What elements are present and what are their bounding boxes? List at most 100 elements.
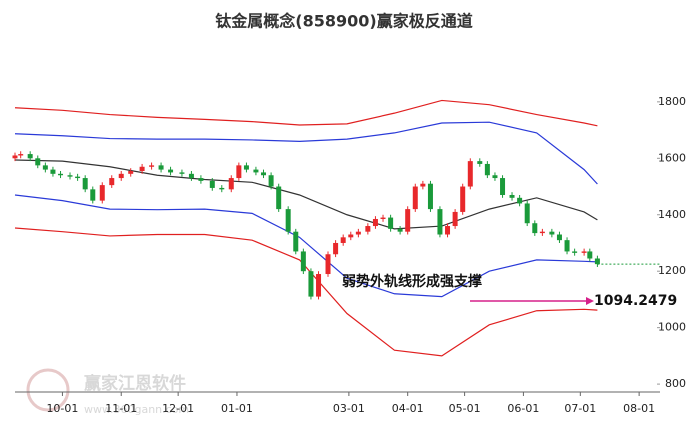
- candle-body: [452, 211, 458, 227]
- watermark-logo: [26, 368, 70, 412]
- candle-body: [50, 169, 56, 174]
- x-tick-label: 01-01: [221, 402, 253, 415]
- candle-body: [532, 223, 538, 234]
- candle-body: [325, 254, 331, 275]
- x-tick-label: 10-01: [46, 402, 78, 415]
- x-tick-label: 07-01: [564, 402, 596, 415]
- candle-body: [581, 251, 587, 253]
- channel-line: [14, 227, 598, 357]
- candle-body: [209, 180, 215, 188]
- candle-body: [484, 163, 490, 176]
- candle-body: [228, 178, 234, 190]
- candle-body: [509, 194, 515, 198]
- channel-line: [14, 159, 598, 230]
- candle-body: [460, 186, 466, 212]
- watermark-url: www.360gann.com: [84, 403, 189, 416]
- candle-body: [139, 166, 145, 172]
- x-tick-label: 06-01: [507, 402, 539, 415]
- candle-body: [397, 228, 403, 232]
- x-tick-label: 03-01: [333, 402, 365, 415]
- candle-body: [261, 172, 267, 176]
- candle-body: [109, 178, 115, 186]
- candle-body: [333, 242, 339, 255]
- y-tick-label: 1600: [658, 151, 686, 164]
- candle-body: [365, 226, 371, 232]
- candle-body: [564, 240, 570, 252]
- chart-title: 钛金属概念(858900)赢家极反通道: [215, 12, 472, 31]
- candle-body: [380, 217, 386, 219]
- candle-body: [12, 155, 18, 159]
- candle-body: [276, 186, 282, 210]
- watermark-brand: 赢家江恩软件: [84, 373, 186, 394]
- candle-body: [308, 271, 314, 297]
- x-tick-label: 11-01: [105, 402, 137, 415]
- candle-body: [594, 258, 600, 265]
- candle-body: [42, 165, 48, 170]
- candle-body: [27, 154, 33, 159]
- x-tick-label: 08-01: [623, 402, 655, 415]
- candle-body: [524, 203, 530, 224]
- y-tick-label: 1400: [658, 208, 686, 221]
- candle-body: [388, 217, 394, 229]
- candle-body: [427, 183, 433, 210]
- candle-body: [188, 173, 194, 179]
- candle-body: [587, 251, 593, 259]
- candle-body: [118, 173, 124, 179]
- candle-body: [243, 165, 249, 170]
- candle-body: [572, 251, 578, 253]
- candle-body: [285, 209, 291, 232]
- candle-body: [500, 178, 506, 195]
- candle-body: [168, 169, 174, 173]
- candle-body: [420, 183, 426, 187]
- x-tick-label: 05-01: [449, 402, 481, 415]
- candle-body: [268, 175, 274, 187]
- candle-body: [58, 173, 64, 176]
- candle-body: [355, 231, 361, 235]
- candle-body: [492, 175, 498, 179]
- channel-line: [14, 121, 598, 185]
- candle-body: [549, 231, 555, 235]
- y-tick-label: 800: [665, 377, 686, 390]
- channel-line: [14, 99, 598, 127]
- candle-body: [158, 165, 164, 170]
- candle-body: [556, 234, 562, 241]
- candle-body: [300, 251, 306, 272]
- channel-line: [14, 194, 598, 298]
- candle-body: [340, 237, 346, 243]
- candle-body: [253, 169, 259, 173]
- candle-body: [293, 231, 299, 252]
- y-tick-label: 1200: [658, 264, 686, 277]
- support-arrowhead: [586, 297, 594, 306]
- y-tick-label: 1800: [658, 95, 686, 108]
- candle-body: [149, 165, 155, 167]
- candle-body: [405, 209, 411, 232]
- candle-body: [67, 175, 73, 177]
- candle-body: [99, 185, 105, 201]
- annotation: 弱势外轨线形成强支撑: [342, 273, 482, 290]
- candle-body: [219, 187, 225, 190]
- candle-body: [18, 154, 24, 156]
- y-tick-label: 1000: [658, 321, 686, 334]
- candle-body: [539, 231, 545, 234]
- candle-body: [348, 234, 354, 238]
- candle-body: [316, 274, 322, 297]
- candle-body: [128, 171, 134, 174]
- candle-body: [236, 165, 242, 179]
- candle-body: [477, 161, 483, 164]
- candle-body: [412, 186, 418, 210]
- candle-body: [467, 161, 473, 187]
- candle-body: [75, 176, 81, 179]
- candle-body: [35, 158, 41, 166]
- candle-body: [179, 172, 185, 174]
- candle-body: [517, 197, 523, 204]
- support-label: 1094.2479: [594, 293, 677, 309]
- x-tick-label: 04-01: [392, 402, 424, 415]
- candle-body: [437, 209, 443, 235]
- candle-body: [372, 218, 378, 227]
- x-tick-label: 12-01: [162, 402, 194, 415]
- candle-body: [445, 226, 451, 235]
- candle-body: [198, 178, 204, 181]
- candle-body: [82, 178, 88, 190]
